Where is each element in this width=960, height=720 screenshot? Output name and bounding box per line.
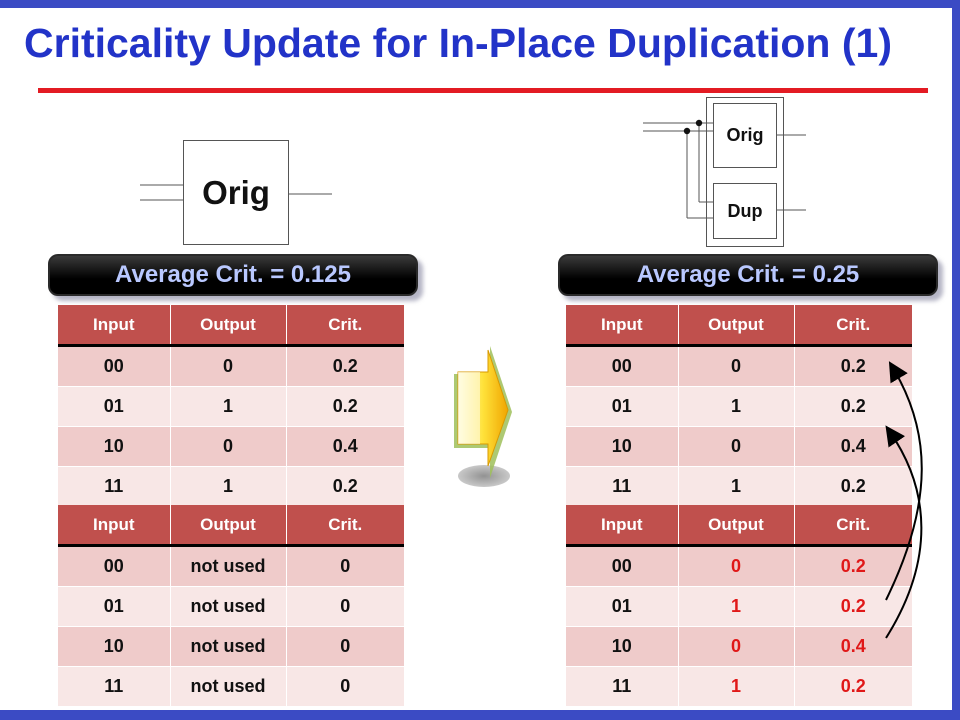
cell-input: 10 [566, 426, 679, 467]
table-row: 01 1 0.2 [58, 386, 404, 427]
frame-top-bar [0, 0, 960, 8]
table-row: 00 0 0.2 [566, 545, 912, 587]
table-row: 11 1 0.2 [58, 466, 404, 507]
cell-output: not used [170, 626, 287, 667]
frame-bottom-bar [0, 710, 960, 720]
table-row: 01 1 0.2 [566, 586, 912, 627]
cell-crit: 0.2 [286, 466, 404, 507]
left-average-crit-banner: Average Crit. = 0.125 [48, 254, 418, 296]
right-average-crit-banner: Average Crit. = 0.25 [558, 254, 938, 296]
cell-output: not used [170, 666, 287, 707]
cell-crit: 0.2 [794, 586, 912, 627]
cell-input: 10 [58, 626, 171, 667]
header-crit: Crit. [794, 505, 912, 547]
table-header-row: Input Output Crit. [58, 305, 404, 347]
cell-input: 00 [566, 345, 679, 387]
cell-output: 1 [678, 466, 795, 507]
cell-input: 01 [58, 386, 171, 427]
right-dup-truth-table: Input Output Crit. 00 0 0.2 01 1 0.2 10 … [566, 505, 912, 707]
cell-output: 0 [678, 626, 795, 667]
cell-output: 1 [678, 586, 795, 627]
header-input: Input [58, 305, 171, 347]
table-header-row: Input Output Crit. [566, 305, 912, 347]
table-row: 01 1 0.2 [566, 386, 912, 427]
cell-output: 1 [678, 386, 795, 427]
cell-crit: 0.4 [794, 626, 912, 667]
header-output: Output [170, 305, 287, 347]
cell-input: 10 [58, 426, 171, 467]
cell-crit: 0.2 [794, 545, 912, 587]
cell-output: 1 [170, 466, 287, 507]
cell-input: 11 [566, 466, 679, 507]
cell-crit: 0.2 [794, 466, 912, 507]
cell-input: 11 [58, 466, 171, 507]
header-input: Input [566, 305, 679, 347]
left-unused-truth-table: Input Output Crit. 00 not used 0 01 not … [58, 505, 404, 707]
cell-crit: 0.4 [794, 426, 912, 467]
header-output: Output [678, 305, 795, 347]
header-crit: Crit. [286, 505, 404, 547]
header-crit: Crit. [286, 305, 404, 347]
header-input: Input [58, 505, 171, 547]
table-row: 10 0 0.4 [566, 426, 912, 467]
cell-output: 0 [170, 345, 287, 387]
header-output: Output [170, 505, 287, 547]
cell-input: 00 [58, 345, 171, 387]
table-row: 11 1 0.2 [566, 666, 912, 707]
left-orig-truth-table: Input Output Crit. 00 0 0.2 01 1 0.2 10 … [58, 305, 404, 507]
cell-input: 10 [566, 626, 679, 667]
slide-title: Criticality Update for In-Place Duplicat… [24, 20, 892, 66]
cell-input: 01 [58, 586, 171, 627]
cell-input: 00 [566, 545, 679, 587]
cell-output: 0 [678, 545, 795, 587]
cell-input: 01 [566, 586, 679, 627]
table-header-row: Input Output Crit. [566, 505, 912, 547]
table-row: 00 not used 0 [58, 545, 404, 587]
header-output: Output [678, 505, 795, 547]
dup-gate: Dup [713, 183, 777, 239]
table-row: 10 0 0.4 [566, 626, 912, 667]
cell-input: 01 [566, 386, 679, 427]
table-row: 01 not used 0 [58, 586, 404, 627]
cell-crit: 0.2 [286, 386, 404, 427]
right-arrow-icon [454, 346, 512, 487]
cell-input: 11 [58, 666, 171, 707]
table-row: 11 not used 0 [58, 666, 404, 707]
cell-crit: 0.2 [794, 666, 912, 707]
cell-output: not used [170, 545, 287, 587]
orig-gate: Orig [183, 140, 289, 245]
cell-crit: 0.4 [286, 426, 404, 467]
table-row: 00 0 0.2 [58, 345, 404, 387]
cell-output: not used [170, 586, 287, 627]
cell-output: 1 [678, 666, 795, 707]
cell-output: 0 [678, 426, 795, 467]
cell-crit: 0 [286, 545, 404, 587]
cell-crit: 0.2 [794, 345, 912, 387]
cell-input: 00 [58, 545, 171, 587]
duplication-outline [706, 97, 784, 247]
orig-gate-small: Orig [713, 103, 777, 168]
table-row: 11 1 0.2 [566, 466, 912, 507]
table-header-row: Input Output Crit. [58, 505, 404, 547]
cell-input: 11 [566, 666, 679, 707]
header-input: Input [566, 505, 679, 547]
cell-output: 0 [170, 426, 287, 467]
frame-right-bar [952, 0, 960, 720]
title-underline [38, 88, 928, 93]
table-row: 10 not used 0 [58, 626, 404, 667]
cell-crit: 0.2 [794, 386, 912, 427]
cell-crit: 0 [286, 626, 404, 667]
cell-crit: 0.2 [286, 345, 404, 387]
right-orig-truth-table: Input Output Crit. 00 0 0.2 01 1 0.2 10 … [566, 305, 912, 507]
table-row: 10 0 0.4 [58, 426, 404, 467]
cell-crit: 0 [286, 666, 404, 707]
cell-output: 0 [678, 345, 795, 387]
table-row: 00 0 0.2 [566, 345, 912, 387]
cell-crit: 0 [286, 586, 404, 627]
cell-output: 1 [170, 386, 287, 427]
header-crit: Crit. [794, 305, 912, 347]
